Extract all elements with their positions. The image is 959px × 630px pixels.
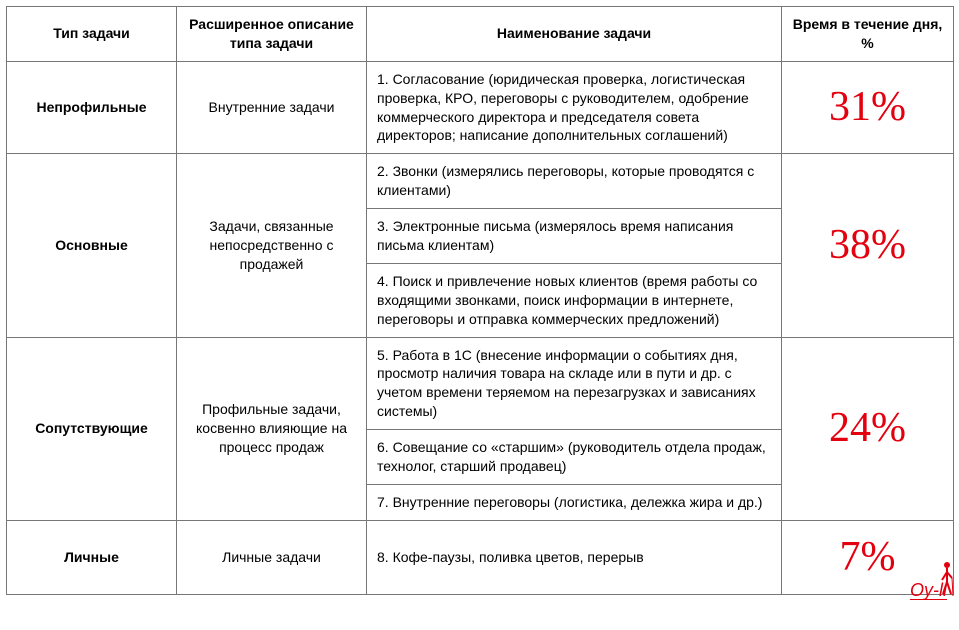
task-type-cell: Непрофильные <box>7 61 177 154</box>
task-name-cell: 7. Внутренние переговоры (логистика, дел… <box>367 484 782 520</box>
task-name-cell: 3. Электронные письма (измерялось время … <box>367 209 782 264</box>
task-name-cell: 8. Кофе-паузы, поливка цветов, перерыв <box>367 520 782 594</box>
header-task-desc: Расширенное описание типа задачи <box>177 7 367 62</box>
task-desc-cell: Личные задачи <box>177 520 367 594</box>
table-row: Основные Задачи, связанные непосредствен… <box>7 154 954 209</box>
time-percent-cell: 24% <box>782 337 954 520</box>
time-percent-cell: 7% <box>782 520 954 594</box>
task-desc-cell: Задачи, связанные непосредственно с прод… <box>177 154 367 337</box>
time-percent-cell: 38% <box>782 154 954 337</box>
table-row: Непрофильные Внутренние задачи 1. Соглас… <box>7 61 954 154</box>
task-name-cell: 5. Работа в 1С (внесение информации о со… <box>367 337 782 430</box>
task-name-cell: 6. Совещание со «старшим» (руководитель … <box>367 430 782 485</box>
header-task-name: Наименование задачи <box>367 7 782 62</box>
task-name-cell: 2. Звонки (измерялись переговоры, которы… <box>367 154 782 209</box>
table-row: Личные Личные задачи 8. Кофе-паузы, поли… <box>7 520 954 594</box>
header-time-percent: Время в течение дня, % <box>782 7 954 62</box>
task-desc-cell: Профильные задачи, косвенно влияющие на … <box>177 337 367 520</box>
task-name-cell: 1. Согласование (юридическая проверка, л… <box>367 61 782 154</box>
time-percent-cell: 31% <box>782 61 954 154</box>
task-type-cell: Личные <box>7 520 177 594</box>
header-task-type: Тип задачи <box>7 7 177 62</box>
task-type-cell: Основные <box>7 154 177 337</box>
table-row: Сопутствующие Профильные задачи, косвенн… <box>7 337 954 430</box>
time-allocation-table: Тип задачи Расширенное описание типа зад… <box>6 6 954 595</box>
table-header-row: Тип задачи Расширенное описание типа зад… <box>7 7 954 62</box>
task-name-cell: 4. Поиск и привлечение новых клиентов (в… <box>367 263 782 337</box>
task-type-cell: Сопутствующие <box>7 337 177 520</box>
task-desc-cell: Внутренние задачи <box>177 61 367 154</box>
